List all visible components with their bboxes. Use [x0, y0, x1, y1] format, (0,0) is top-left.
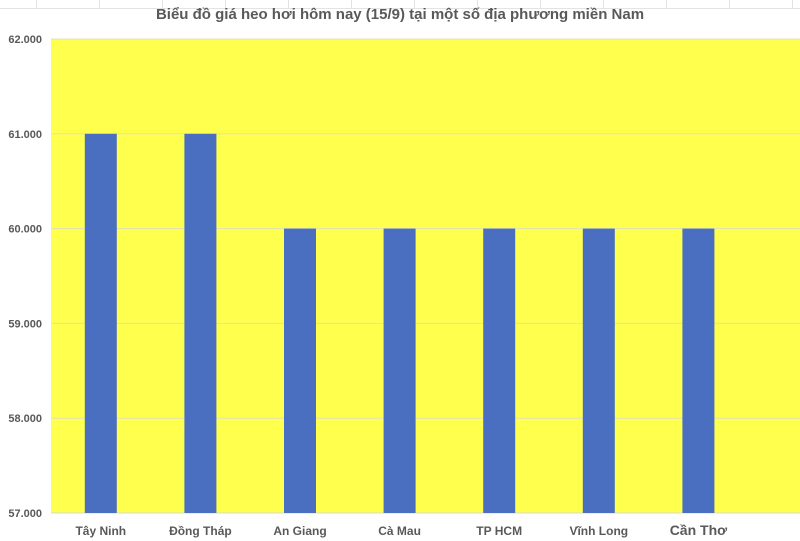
- bar-vĩnh-long: [582, 228, 615, 513]
- x-tick-label: Cần Thơ: [670, 522, 727, 538]
- y-tick-label: 62.000: [8, 34, 42, 46]
- bar-tây-ninh: [84, 133, 117, 514]
- plot-area: [51, 39, 800, 513]
- x-tick-label: Tây Ninh: [75, 524, 126, 538]
- x-tick-label: Cà Mau: [378, 524, 421, 538]
- spreadsheet-cell-grid: [0, 0, 800, 9]
- x-tick-label: An Giang: [273, 524, 326, 538]
- bar-cà-mau: [383, 228, 416, 513]
- y-tick-label: 57.000: [8, 508, 42, 520]
- bar-tp-hcm: [483, 228, 516, 513]
- x-tick-label: Vĩnh Long: [569, 524, 628, 538]
- y-tick-label: 61.000: [8, 129, 42, 141]
- x-tick-label: TP HCM: [476, 524, 522, 538]
- y-tick-label: 58.000: [8, 413, 42, 425]
- y-tick-label: 60.000: [8, 224, 42, 236]
- y-tick-label: 59.000: [8, 318, 42, 330]
- x-tick-label: Đồng Tháp: [169, 524, 232, 538]
- bar-cần-thơ: [682, 228, 715, 513]
- bar-an-giang: [284, 228, 316, 513]
- chart-title: Biểu đồ giá heo hơi hôm nay (15/9) tại m…: [155, 6, 645, 23]
- bar-đồng-tháp: [184, 133, 217, 514]
